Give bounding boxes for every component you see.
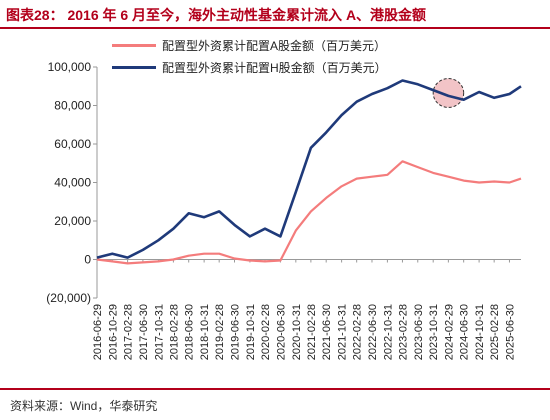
- x-tick-label: 2016-10-29: [107, 304, 119, 360]
- y-tick-label: 100,000: [48, 60, 92, 74]
- x-tick-label: 2025-06-30: [504, 304, 516, 360]
- x-tick-label: 2022-02-28: [352, 304, 364, 360]
- y-tick-label: 80,000: [54, 99, 91, 113]
- x-tick-label: 2020-10-31: [291, 304, 303, 360]
- legend-label-h: 配置型外资累计配置H股金额（百万美元）: [162, 60, 387, 75]
- footer-rule: [0, 388, 550, 390]
- legend-swatch-a: [112, 43, 156, 47]
- x-tick-label: 2020-02-28: [260, 304, 272, 360]
- x-tick-label: 2019-10-31: [245, 304, 257, 360]
- x-tick-label: 2024-06-30: [459, 304, 471, 360]
- y-tick-label: 0: [84, 253, 91, 267]
- x-tick-label: 2017-10-31: [153, 304, 165, 360]
- legend-item-a: 配置型外资累计配置A股金额（百万美元）: [112, 34, 387, 56]
- series-a-line: [96, 160, 522, 265]
- x-tick-label: 2023-06-30: [413, 304, 425, 360]
- x-tick-label: 2021-06-30: [321, 304, 333, 360]
- x-tick-label: 2018-10-31: [199, 304, 211, 360]
- title-rule: [0, 27, 550, 29]
- series-lines: [96, 79, 522, 265]
- x-tick-label: 2019-06-30: [229, 304, 241, 360]
- x-tick-label: 2023-10-31: [428, 304, 440, 360]
- x-tick-label: 2025-02-28: [489, 304, 501, 360]
- legend-label-a: 配置型外资累计配置A股金额（百万美元）: [162, 38, 387, 53]
- source-note: 资料来源：Wind，华泰研究: [10, 399, 158, 413]
- x-tick-label: 2021-02-28: [306, 304, 318, 360]
- x-tick-label: 2021-10-31: [337, 304, 349, 360]
- y-tick-label: 60,000: [54, 137, 91, 151]
- x-tick-label: 2022-06-30: [367, 304, 379, 360]
- x-tick-label: 2018-06-30: [184, 304, 196, 360]
- series-h-line: [96, 79, 522, 259]
- x-tick-label: 2017-06-30: [138, 304, 150, 360]
- x-tick-label: 2023-02-28: [397, 304, 409, 360]
- x-tick-label: 2020-06-30: [275, 304, 287, 360]
- x-tick-label: 2018-02-28: [168, 304, 180, 360]
- y-tick-label: (20,000): [46, 291, 91, 305]
- y-tick-labels: (20,000) 0 20,000 40,000 60,000 80,000 100,000: [46, 60, 97, 305]
- chart-legend: 配置型外资累计配置A股金额（百万美元） 配置型外资累计配置H股金额（百万美元）: [112, 34, 387, 78]
- y-tick-label: 40,000: [54, 176, 91, 190]
- highlight-ellipse: [432, 78, 465, 108]
- legend-swatch-h: [112, 65, 156, 69]
- x-tick-label: 2024-10-31: [474, 304, 486, 360]
- x-tick-label: 2017-02-28: [123, 304, 135, 360]
- highlight-layer: [432, 78, 465, 108]
- legend-item-h: 配置型外资累计配置H股金额（百万美元）: [112, 56, 387, 78]
- y-tick-label: 20,000: [54, 214, 91, 228]
- x-tick-label: 2024-02-29: [443, 304, 455, 360]
- x-tick-label: 2016-06-29: [92, 304, 104, 360]
- x-tick-label: 2022-10-31: [382, 304, 394, 360]
- x-tick-labels: 2016-06-29 2016-10-29 2017-02-28 2017-06-30…: [92, 259, 516, 360]
- chart-title: 图表28： 2016 年 6 月至今，海外主动性基金累计流入 A、港股金额: [6, 7, 427, 23]
- x-tick-label: 2019-02-28: [214, 304, 226, 360]
